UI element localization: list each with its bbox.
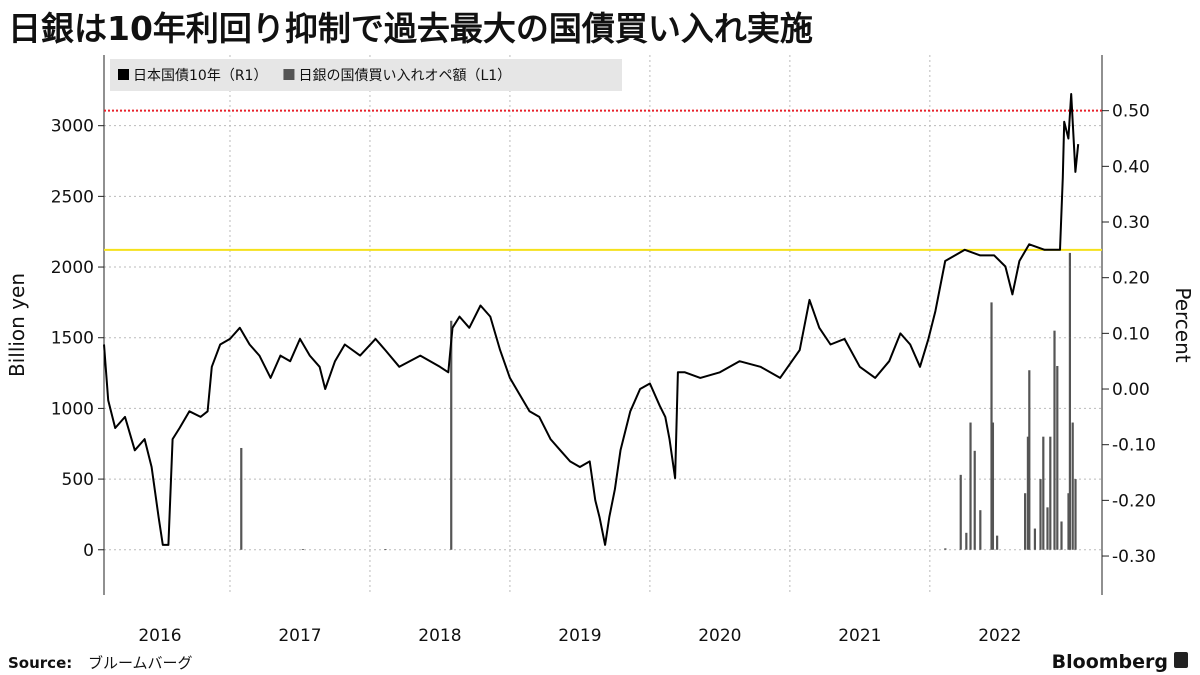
y2-tick-label: 0.50	[1112, 102, 1150, 122]
line	[103, 93, 1080, 546]
bar	[1060, 521, 1063, 550]
bar	[965, 532, 968, 550]
y2-tick-label: 0.10	[1112, 324, 1150, 344]
y2-tick-label: -0.30	[1112, 547, 1156, 567]
bar	[1067, 493, 1070, 550]
y2-axis-label: Percent	[1171, 287, 1195, 362]
bar	[1053, 330, 1056, 550]
bar	[944, 548, 947, 550]
bar	[979, 510, 982, 550]
bar	[990, 302, 993, 550]
y-tick-label: 0	[83, 541, 94, 561]
bar	[991, 422, 995, 550]
x-tick-label: 2020	[698, 626, 741, 646]
legend-swatch	[283, 69, 295, 80]
bar	[1024, 493, 1027, 550]
y2-tick-label: -0.20	[1112, 491, 1156, 511]
y2-tick-label: 0.40	[1112, 157, 1150, 177]
bar	[969, 422, 972, 550]
y-axis-label: Billion yen	[5, 273, 29, 377]
source-label: Source:	[8, 654, 72, 672]
y-tick-label: 500	[62, 470, 94, 490]
bar	[384, 549, 387, 550]
x-tick-label: 2018	[418, 626, 461, 646]
bar	[1068, 252, 1072, 550]
bar	[1071, 422, 1074, 550]
legend-label: 日銀の国債買い入れオペ額（L1）	[298, 68, 511, 84]
y-tick-label: 2500	[51, 187, 94, 207]
y2-tick-label: 0.20	[1112, 269, 1150, 289]
legend-label: 日本国債10年（R1）	[133, 68, 267, 84]
y-tick-label: 1500	[51, 329, 94, 349]
y-tick-label: 3000	[51, 117, 94, 137]
legend-swatch	[118, 69, 129, 80]
x-tick-label: 2021	[838, 626, 881, 646]
chart-title: 日銀は10年利回り抑制で過去最大の国債買い入れ実施	[8, 9, 813, 48]
bar	[1046, 507, 1049, 550]
bar	[973, 450, 976, 550]
brand: Bloomberg	[1052, 651, 1168, 673]
bar	[996, 535, 999, 550]
x-tick-label: 2016	[138, 626, 181, 646]
bar	[1028, 370, 1031, 550]
bar	[1042, 436, 1045, 550]
brand-icon	[1174, 652, 1188, 668]
bar	[1074, 479, 1077, 550]
y2-tick-label: 0.00	[1112, 380, 1150, 400]
bar	[450, 320, 453, 550]
bar	[1033, 528, 1037, 550]
bar	[959, 474, 962, 550]
y-tick-label: 2000	[51, 258, 94, 278]
bar	[301, 549, 304, 550]
x-tick-label: 2019	[558, 626, 601, 646]
y-tick-label: 1000	[51, 399, 94, 419]
x-tick-label: 2017	[278, 626, 321, 646]
y2-tick-label: -0.10	[1112, 436, 1156, 456]
bar	[240, 447, 243, 550]
source-text: ブルームバーグ	[88, 654, 193, 672]
bar	[1056, 365, 1059, 550]
bar	[1026, 436, 1030, 550]
bar	[1049, 436, 1052, 550]
bar	[1039, 479, 1042, 550]
y2-tick-label: 0.30	[1112, 213, 1150, 233]
x-tick-label: 2022	[978, 626, 1021, 646]
legend-box	[110, 59, 622, 91]
